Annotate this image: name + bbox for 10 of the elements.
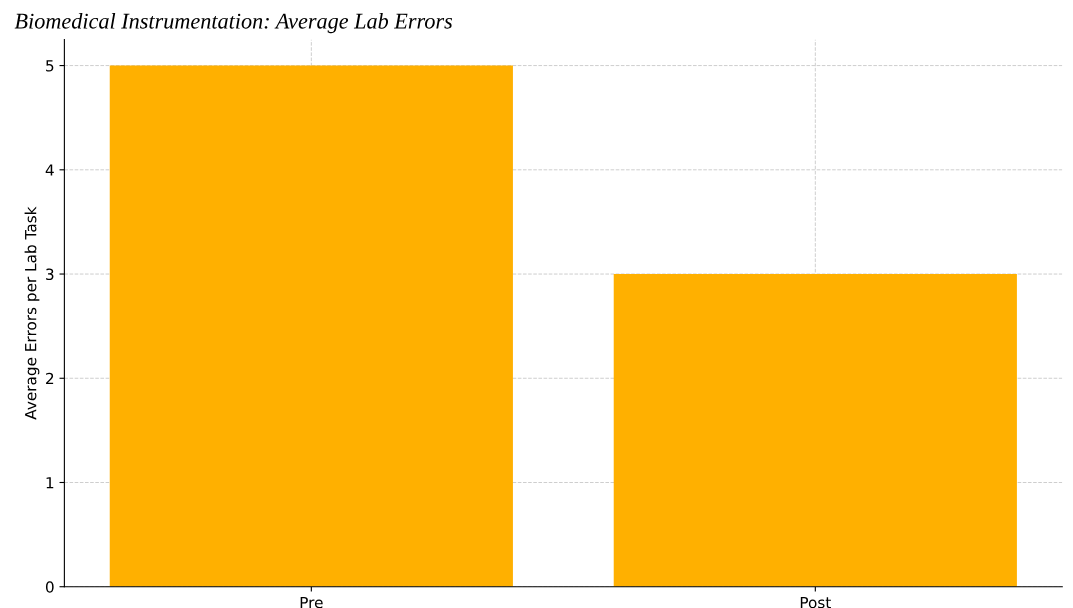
y-tick-label: 5 xyxy=(46,60,54,72)
y-axis-title: Average Errors per Lab Task xyxy=(24,206,40,420)
y-tick-label: 1 xyxy=(46,477,54,489)
y-tick-label: 0 xyxy=(45,581,54,593)
y-tick-label: 3 xyxy=(46,268,54,281)
y-tick-label: 4 xyxy=(45,164,54,176)
x-tick-label: Pre xyxy=(300,596,323,608)
x-tick-label: Post xyxy=(800,596,831,608)
y-tick-label: 2 xyxy=(46,372,54,385)
chart-title: Biomedical Instrumentation: Average Lab Errors xyxy=(14,12,453,34)
